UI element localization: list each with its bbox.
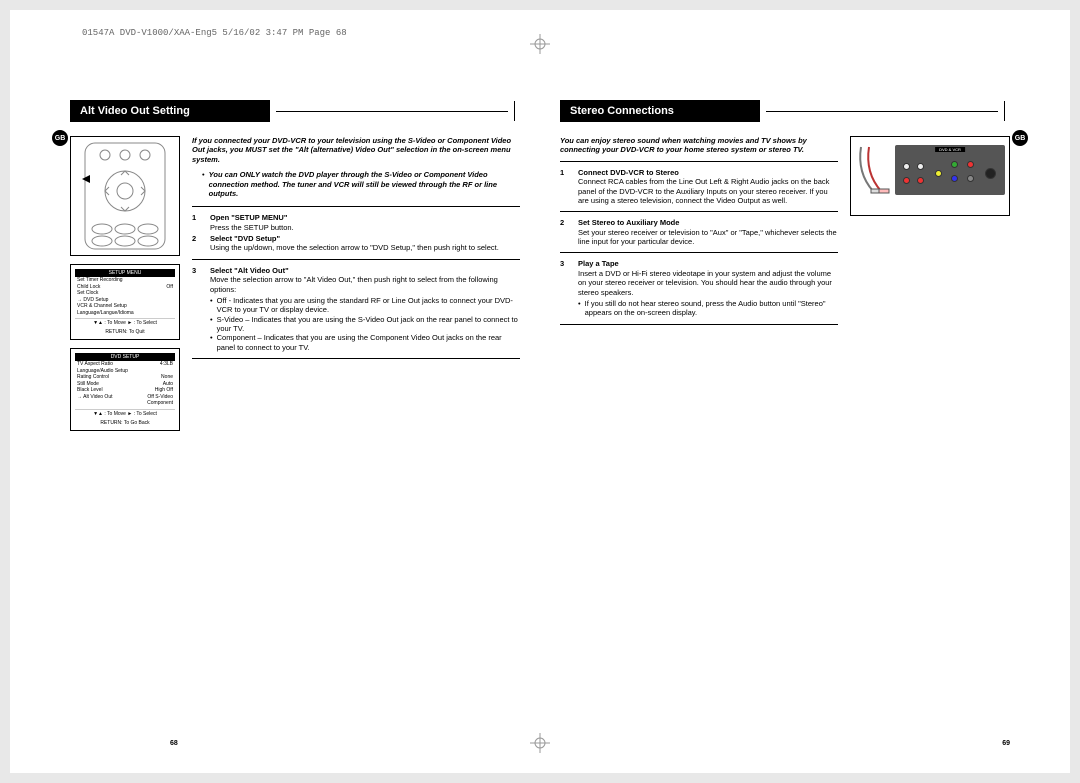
left-page: Alt Video Out Setting: [70, 100, 520, 439]
divider: [560, 161, 838, 162]
language-tab-right: GB: [1012, 130, 1028, 146]
left-step-2: 2 Select "DVD Setup" Using the up/down, …: [192, 234, 520, 253]
left-content: SETUP MENU Set Timer Recording Child Loc…: [70, 136, 520, 439]
left-text-column: If you connected your DVD-VCR to your te…: [192, 136, 520, 439]
menu1-header: SETUP MENU: [75, 269, 175, 277]
section-title-right: Stereo Connections: [560, 100, 760, 122]
right-page: Stereo Connections You can enjoy stereo …: [560, 100, 1010, 439]
right-text-column: You can enjoy stereo sound when watching…: [560, 136, 838, 331]
divider: [192, 358, 520, 359]
page-number-left: 68: [170, 740, 178, 747]
right-illustrations: DVD & VCR: [850, 136, 1010, 331]
right-step-3: 3 Play a Tape Insert a DVD or Hi-Fi ster…: [560, 259, 838, 317]
menu2-header: DVD SETUP: [75, 353, 175, 361]
section-title-left: Alt Video Out Setting: [70, 100, 270, 122]
divider: [560, 252, 838, 253]
right-step-1: 1 Connect DVD-VCR to Stereo Connect RCA …: [560, 168, 838, 206]
manual-spread: 01547A DVD-V1000/XAA-Eng5 5/16/02 3:47 P…: [10, 10, 1070, 773]
divider: [192, 259, 520, 260]
left-intro: If you connected your DVD-VCR to your te…: [192, 136, 520, 164]
dvd-vcr-panel: DVD & VCR: [895, 145, 1005, 195]
left-illustrations: SETUP MENU Set Timer Recording Child Loc…: [70, 136, 180, 439]
right-content: You can enjoy stereo sound when watching…: [560, 136, 1010, 331]
rear-panel-illustration: DVD & VCR: [850, 136, 1010, 216]
left-step-1: 1 Open "SETUP MENU" Press the SETUP butt…: [192, 213, 520, 232]
right-intro: You can enjoy stereo sound when watching…: [560, 136, 838, 155]
left-note: •You can ONLY watch the DVD player throu…: [202, 170, 520, 198]
page-number-right: 69: [1002, 740, 1010, 747]
language-tab-left: GB: [52, 130, 68, 146]
right-step-2: 2 Set Stereo to Auxiliary Mode Set your …: [560, 218, 838, 246]
title-bar-right: Stereo Connections: [560, 100, 1010, 122]
page-spread: Alt Video Out Setting: [70, 100, 1010, 439]
doc-header-meta: 01547A DVD-V1000/XAA-Eng5 5/16/02 3:47 P…: [82, 28, 347, 38]
dvd-setup-screenshot: DVD SETUP TV Aspect Ratio4:3LB Language/…: [70, 348, 180, 431]
title-bar-left: Alt Video Out Setting: [70, 100, 520, 122]
remote-control-illustration: [70, 136, 180, 256]
divider: [192, 206, 520, 207]
divider: [560, 324, 838, 325]
left-step-3: 3 Select "Alt Video Out" Move the select…: [192, 266, 520, 352]
crop-mark-bottom: [530, 733, 550, 753]
setup-menu-screenshot: SETUP MENU Set Timer Recording Child Loc…: [70, 264, 180, 340]
crop-mark-top: [530, 34, 550, 54]
divider: [560, 211, 838, 212]
